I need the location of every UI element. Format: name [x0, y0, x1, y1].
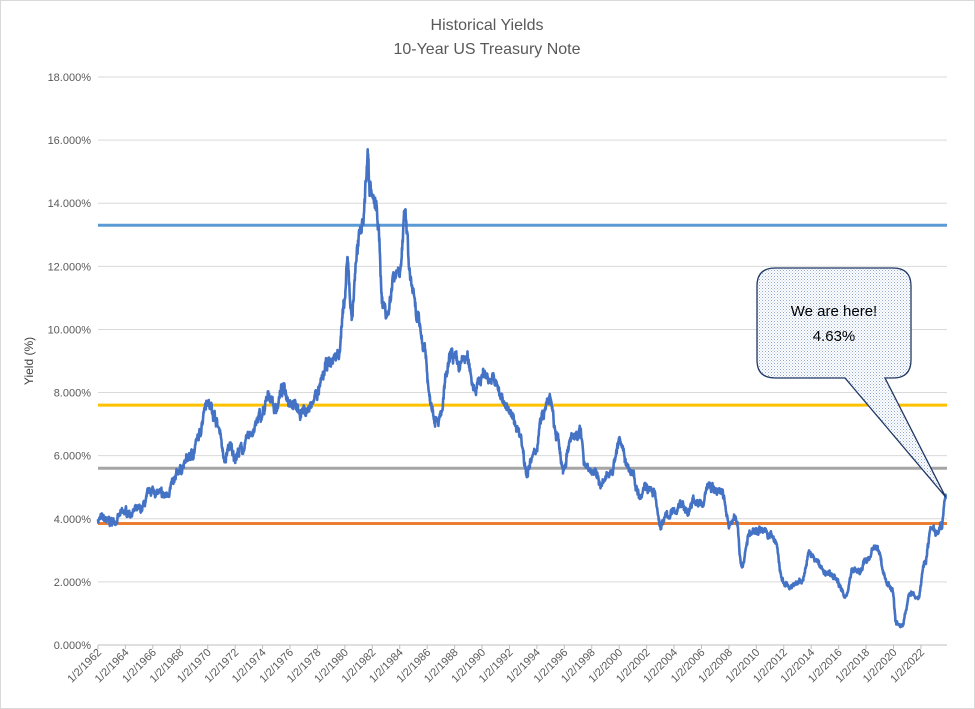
- y-tick-label: 8.000%: [54, 388, 92, 400]
- y-tick-label: 10.000%: [48, 324, 92, 336]
- y-tick-label: 0.000%: [54, 640, 92, 652]
- series-layer: [96, 148, 947, 629]
- callout-bubble: [756, 267, 947, 498]
- y-tick-label: 12.000%: [48, 261, 92, 273]
- callout-text-line1: We are here!: [791, 303, 877, 320]
- yield-series-line: [96, 148, 947, 629]
- y-axis-label: Yield (%): [22, 337, 36, 385]
- y-tick-label: 2.000%: [54, 577, 92, 589]
- chart-title: Historical Yields: [431, 17, 544, 34]
- y-tick-label: 14.000%: [48, 198, 92, 210]
- callout-text-line2: 4.63%: [813, 328, 856, 345]
- callout: We are here! 4.63%: [756, 267, 947, 498]
- y-tick-label: 4.000%: [54, 514, 92, 526]
- gridlines: [98, 76, 947, 583]
- chart-subtitle: 10-Year US Treasury Note: [393, 41, 580, 58]
- axes: 0.000% 2.000% 4.000% 6.000% 8.000% 10.000% 12.…: [48, 72, 947, 685]
- y-tick-label: 16.000%: [48, 135, 92, 147]
- reference-lines: [98, 223, 947, 526]
- y-tick-label: 6.000%: [54, 451, 92, 463]
- y-tick-label: 18.000%: [48, 72, 92, 84]
